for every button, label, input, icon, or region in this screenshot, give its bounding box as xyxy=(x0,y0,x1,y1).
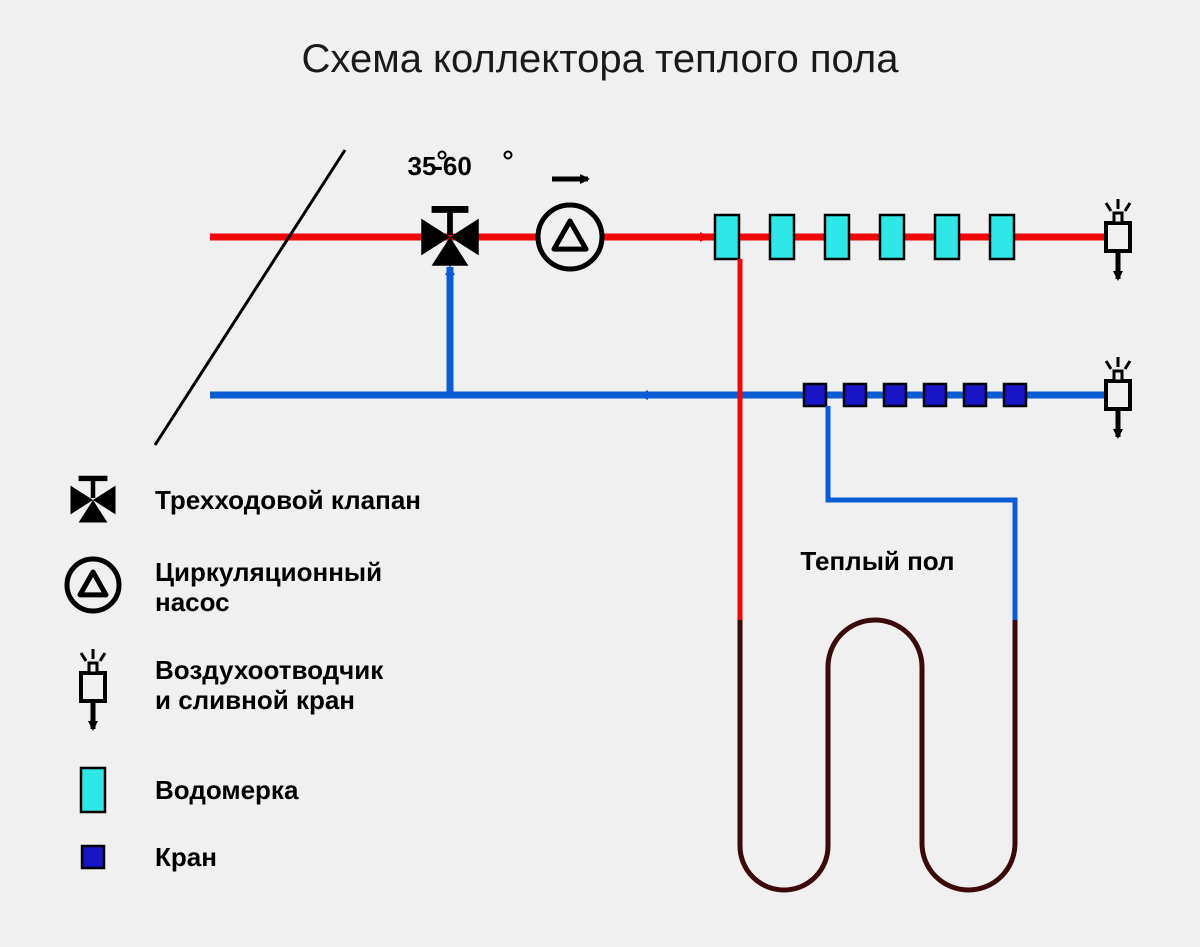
legend-label: Циркуляционный xyxy=(155,557,382,587)
legend-label: и сливной кран xyxy=(155,685,355,715)
legend-label: Водомерка xyxy=(155,775,299,805)
legend-label: Воздухоотводчик xyxy=(155,655,384,685)
temp-value: 35 xyxy=(408,151,437,181)
pump-icon xyxy=(538,205,602,269)
return-valve xyxy=(884,384,906,406)
page-title: Схема коллектора теплого пола xyxy=(302,37,900,81)
flow-meter xyxy=(935,215,959,259)
flow-meter xyxy=(990,215,1014,259)
legend-tap-icon xyxy=(82,846,104,868)
return-valve xyxy=(804,384,826,406)
return-valve xyxy=(964,384,986,406)
flow-meter xyxy=(715,215,739,259)
legend-meter-icon xyxy=(81,768,105,812)
legend-pump-icon xyxy=(67,559,119,611)
diagram-canvas: Схема коллектора теплого пола 35-60 Теплый… xyxy=(0,0,1200,947)
legend-label: Кран xyxy=(155,842,217,872)
return-valve xyxy=(924,384,946,406)
return-valve xyxy=(1004,384,1026,406)
return-valve xyxy=(844,384,866,406)
floor-label: Теплый пол xyxy=(800,546,954,576)
flow-meter xyxy=(770,215,794,259)
temp-value-2: -60 xyxy=(434,151,472,181)
legend-label: Трехходовой клапан xyxy=(155,485,421,515)
legend-label: насос xyxy=(155,587,230,617)
flow-meter xyxy=(825,215,849,259)
flow-meter xyxy=(880,215,904,259)
